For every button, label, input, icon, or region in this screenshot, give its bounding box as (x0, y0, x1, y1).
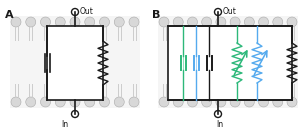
Circle shape (26, 17, 36, 27)
Circle shape (70, 17, 80, 27)
Circle shape (55, 97, 65, 107)
Text: Out: Out (223, 6, 237, 15)
Circle shape (216, 97, 226, 107)
Circle shape (216, 17, 226, 27)
Circle shape (129, 17, 139, 27)
Bar (168, 26, 292, 100)
Circle shape (26, 97, 36, 107)
Circle shape (230, 97, 240, 107)
Text: Out: Out (80, 6, 94, 15)
Circle shape (159, 17, 169, 27)
Circle shape (202, 17, 212, 27)
Circle shape (259, 17, 269, 27)
Circle shape (230, 17, 240, 27)
Circle shape (55, 17, 65, 27)
Circle shape (173, 97, 183, 107)
Circle shape (188, 17, 197, 27)
Circle shape (202, 97, 212, 107)
Circle shape (129, 97, 139, 107)
Circle shape (244, 97, 254, 107)
Circle shape (173, 17, 183, 27)
Circle shape (114, 17, 124, 27)
Bar (47, 26, 103, 100)
Circle shape (287, 17, 297, 27)
Text: In: In (61, 120, 68, 127)
Text: B: B (152, 10, 160, 20)
Circle shape (100, 97, 110, 107)
Circle shape (11, 17, 21, 27)
Bar (158, 16, 298, 108)
Circle shape (188, 97, 197, 107)
Circle shape (287, 97, 297, 107)
Circle shape (40, 17, 50, 27)
Circle shape (70, 97, 80, 107)
Circle shape (85, 17, 95, 27)
Circle shape (244, 17, 254, 27)
Text: In: In (216, 120, 223, 127)
Circle shape (114, 97, 124, 107)
Bar (10, 16, 140, 108)
Circle shape (259, 97, 269, 107)
Circle shape (273, 17, 283, 27)
Circle shape (85, 97, 95, 107)
Circle shape (11, 97, 21, 107)
Circle shape (273, 97, 283, 107)
Text: A: A (5, 10, 14, 20)
Circle shape (40, 97, 50, 107)
Circle shape (159, 97, 169, 107)
Circle shape (100, 17, 110, 27)
